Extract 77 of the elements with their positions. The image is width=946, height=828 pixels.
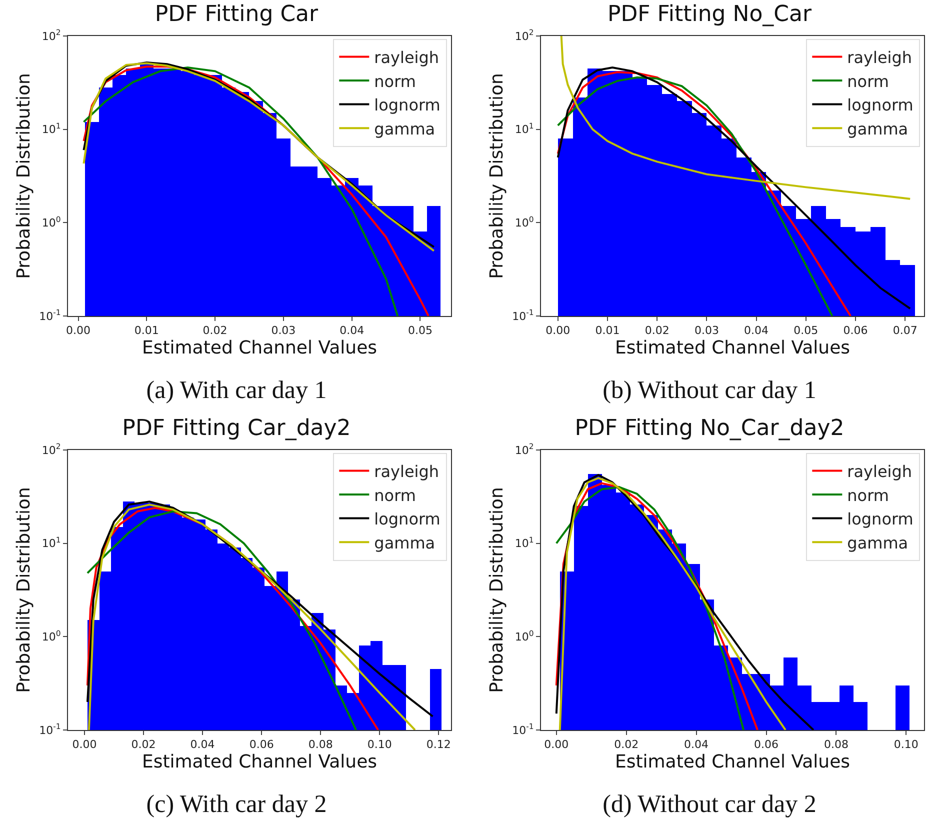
y-tick-label: 10$^{-1}$ xyxy=(512,308,534,323)
legend-label: gamma xyxy=(374,533,436,552)
x-tick-label: 0.04 xyxy=(684,738,709,752)
x-tick-label: 0.06 xyxy=(843,324,868,338)
legend-label: rayleigh xyxy=(374,462,440,481)
y-axis-title: Probability Distribution xyxy=(486,73,508,279)
x-tick-label: 0.08 xyxy=(824,738,848,752)
x-tick-label: 0.10 xyxy=(894,738,918,752)
x-tick-label: 0.05 xyxy=(408,324,432,338)
legend-label: gamma xyxy=(374,119,436,138)
y-tick-label: 10$^{0}$ xyxy=(42,628,61,644)
y-axis-title: Probability Distribution xyxy=(13,487,34,693)
x-tick-label: 0.01 xyxy=(595,324,620,338)
legend-label: rayleigh xyxy=(847,462,912,481)
line-series xyxy=(560,36,912,200)
x-tick-label: 0.02 xyxy=(644,324,670,338)
legend-label: norm xyxy=(374,486,416,505)
y-tick-label: 10$^{-1}$ xyxy=(512,722,534,737)
legend-label: norm xyxy=(847,72,889,91)
line-series xyxy=(556,66,912,310)
y-axis-title: Probability Distribution xyxy=(13,73,34,279)
y-tick-label: 10$^{-1}$ xyxy=(39,722,61,737)
y-tick-label: 10$^{0}$ xyxy=(514,628,534,644)
x-axis-title: Estimated Channel Values xyxy=(142,337,378,358)
x-tick-label: 0.04 xyxy=(744,324,769,338)
text: (a) With car day 1 xyxy=(145,376,328,406)
x-tick-label: 0.04 xyxy=(340,324,364,338)
x-tick-label: 0.06 xyxy=(754,738,778,752)
x-tick-label: 0.08 xyxy=(308,738,333,752)
chart-title: PDF Fitting Car_day2 xyxy=(122,416,351,441)
legend-label: norm xyxy=(374,72,416,91)
chart-title: PDF Fitting No_Car xyxy=(607,2,812,27)
x-tick-label: 0.12 xyxy=(426,738,451,752)
legend-label: lognorm xyxy=(374,510,440,529)
x-tick-label: 0.05 xyxy=(794,324,818,338)
legend-label: gamma xyxy=(847,533,908,552)
legend-label: lognorm xyxy=(847,96,914,115)
y-tick-label: 10$^{2}$ xyxy=(42,28,61,43)
text: (d) Without car day 2 xyxy=(602,790,818,820)
legend-label: lognorm xyxy=(374,96,440,115)
x-axis-title: Estimated Channel Values xyxy=(142,751,378,772)
legend-label: rayleigh xyxy=(374,48,440,67)
chart-title: PDF Fitting Car xyxy=(154,2,320,27)
y-tick-label: 10$^{-1}$ xyxy=(39,308,61,323)
y-tick-label: 10$^{0}$ xyxy=(42,214,61,230)
y-tick-label: 10$^{1}$ xyxy=(514,122,534,136)
x-axis-title: Estimated Channel Values xyxy=(614,751,850,772)
legend-label: gamma xyxy=(847,119,908,138)
x-tick-label: 0.07 xyxy=(892,324,918,338)
x-tick-label: 0.00 xyxy=(546,324,570,338)
x-tick-label: 0.03 xyxy=(694,324,719,338)
x-tick-label: 0.03 xyxy=(271,324,296,338)
x-tick-label: 0.02 xyxy=(131,738,156,752)
y-tick-label: 10$^{1}$ xyxy=(514,536,534,550)
x-tick-label: 0.04 xyxy=(190,738,215,752)
x-tick-label: 0.02 xyxy=(202,324,228,338)
text: (c) With car day 2 xyxy=(145,790,328,820)
legend-label: norm xyxy=(847,486,889,505)
legend-label: lognorm xyxy=(847,510,914,529)
y-tick-label: 10$^{2}$ xyxy=(514,28,534,43)
y-axis-title: Probability Distribution xyxy=(486,487,508,693)
legend-label: rayleigh xyxy=(847,48,912,67)
x-tick-label: 0.00 xyxy=(72,738,97,752)
y-tick-label: 10$^{0}$ xyxy=(514,214,534,230)
x-tick-label: 0.02 xyxy=(614,738,639,752)
x-tick-label: 0.10 xyxy=(367,738,392,752)
y-tick-label: 10$^{1}$ xyxy=(42,122,61,136)
y-tick-label: 10$^{1}$ xyxy=(42,536,61,550)
x-tick-label: 0.06 xyxy=(249,738,274,752)
x-tick-label: 0.01 xyxy=(134,324,159,338)
y-tick-label: 10$^{2}$ xyxy=(514,442,534,457)
chart-title: PDF Fitting No_Car_day2 xyxy=(574,416,844,441)
y-tick-label: 10$^{2}$ xyxy=(42,442,61,457)
text: (b) Without car day 1 xyxy=(602,376,818,406)
x-tick-label: 0.00 xyxy=(544,738,569,752)
x-tick-label: 0.00 xyxy=(66,324,91,338)
x-axis-title: Estimated Channel Values xyxy=(614,337,850,358)
